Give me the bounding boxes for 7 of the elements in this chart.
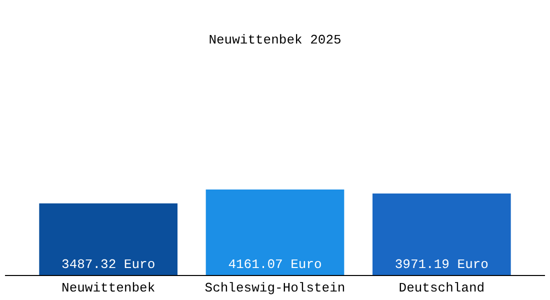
x-tick-label: Neuwittenbek (62, 280, 156, 296)
data-label: 4161.07 Euro (228, 257, 322, 272)
x-tick-label: Deutschland (398, 280, 485, 296)
x-tick-label: Schleswig-Holstein (204, 280, 346, 296)
chart-title: Neuwittenbek 2025 (208, 32, 342, 48)
data-label: 3487.32 Euro (62, 257, 156, 272)
data-label: 3971.19 Euro (394, 257, 488, 272)
